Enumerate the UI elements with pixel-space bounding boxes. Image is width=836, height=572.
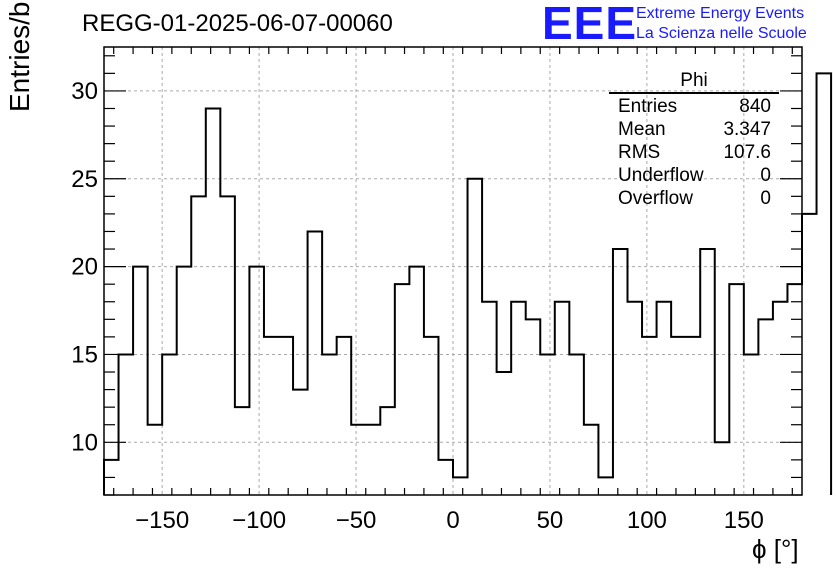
stats-value: 107.6 xyxy=(723,142,771,163)
x-tick-label: −150 xyxy=(135,507,189,534)
stats-row-entries: Entries 840 xyxy=(609,95,779,118)
stats-label: Underflow xyxy=(618,165,704,186)
stats-value: 0 xyxy=(760,165,771,186)
stats-label: Entries xyxy=(618,96,678,117)
grid-lines xyxy=(104,47,802,495)
y-tick-label: 20 xyxy=(71,254,98,281)
y-axis-ticks: 10 15 20 25 30 xyxy=(71,55,802,496)
stats-value: 840 xyxy=(739,96,771,117)
stats-row-mean: Mean 3.347 xyxy=(609,118,779,141)
stats-value: 3.347 xyxy=(723,119,771,140)
logo-line-1: Extreme Energy Events xyxy=(636,5,805,22)
x-tick-label: 100 xyxy=(627,507,667,534)
plot-frame xyxy=(103,46,803,496)
stats-label: Overflow xyxy=(618,188,693,209)
stats-row-rms: RMS 107.6 xyxy=(609,141,779,164)
x-axis-ticks: −150 −100 −50 0 50 100 150 xyxy=(113,47,793,534)
eee-logo: EEE xyxy=(542,0,638,49)
y-tick-label: 10 xyxy=(71,429,98,456)
histogram-series xyxy=(103,72,833,495)
x-tick-label: 50 xyxy=(537,507,564,534)
stats-label: Mean xyxy=(618,119,666,140)
stats-row-overflow: Overflow 0 xyxy=(609,187,779,210)
y-tick-label: 15 xyxy=(71,341,98,368)
x-tick-label: 0 xyxy=(446,507,459,534)
x-tick-label: −100 xyxy=(232,507,286,534)
stats-value: 0 xyxy=(760,188,771,209)
stats-box: Phi Entries 840 Mean 3.347 RMS 107.6 Und… xyxy=(609,70,779,210)
y-tick-label: 25 xyxy=(71,166,98,193)
x-tick-label: 150 xyxy=(724,507,764,534)
x-tick-label: −50 xyxy=(336,507,377,534)
y-tick-label: 30 xyxy=(71,78,98,105)
y-axis-label: Entries/bin xyxy=(4,0,35,112)
logo-line-2: La Scienza nelle Scuole xyxy=(636,25,807,42)
stats-name: Phi xyxy=(680,70,708,91)
stats-label: RMS xyxy=(618,142,661,163)
chart-title: REGG-01-2025-06-07-00060 xyxy=(82,10,393,37)
stats-divider xyxy=(609,92,779,94)
stats-row-underflow: Underflow 0 xyxy=(609,164,779,187)
x-axis-label: ϕ [°] xyxy=(752,534,799,564)
